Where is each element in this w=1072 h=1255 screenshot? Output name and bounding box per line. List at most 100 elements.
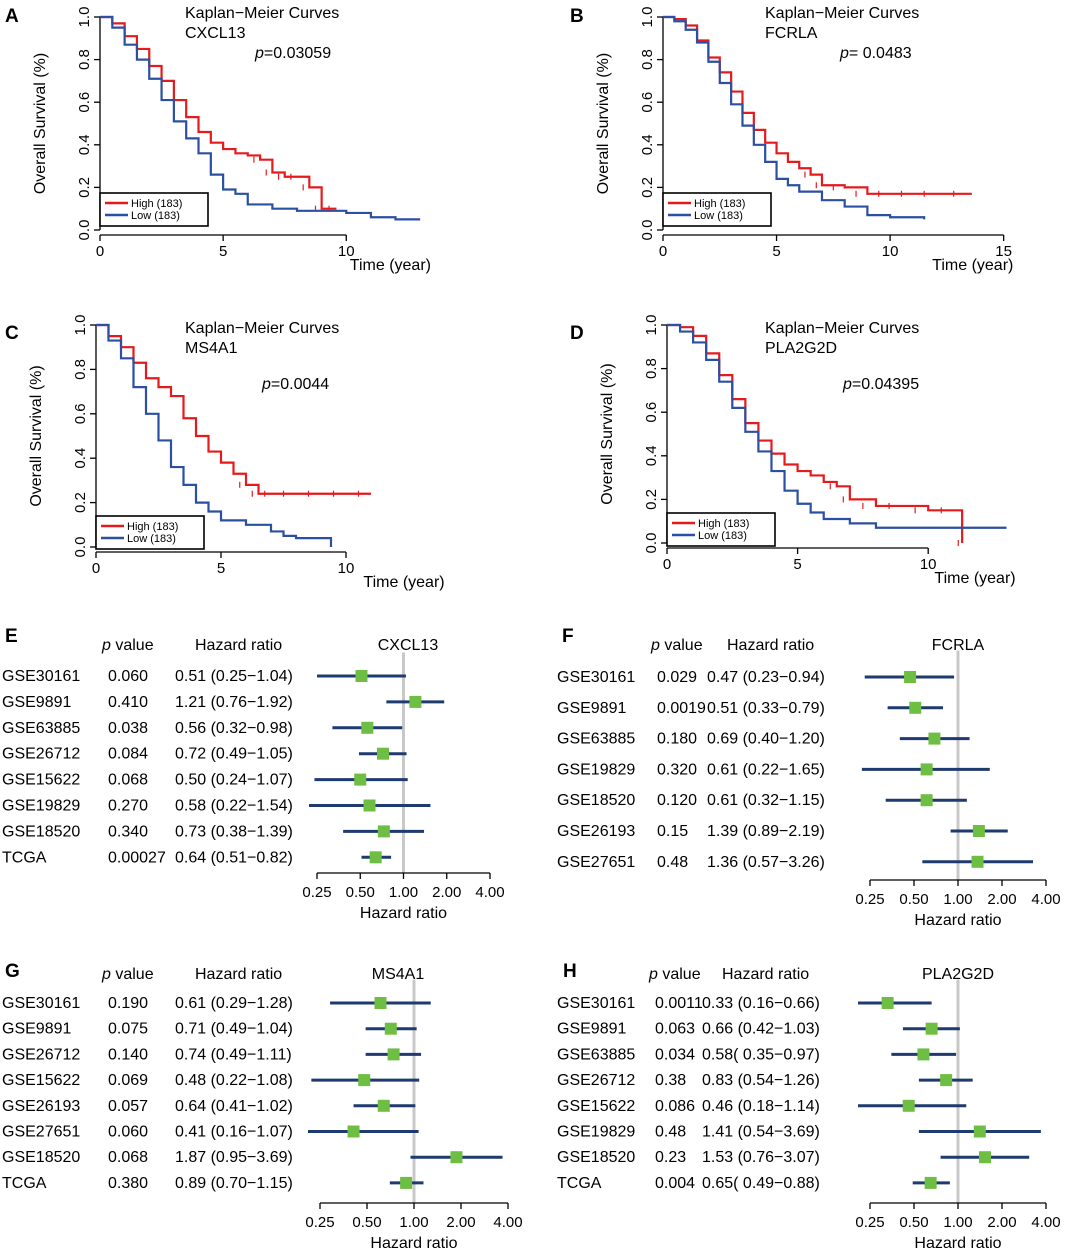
hazard-ratio-point [409, 695, 422, 708]
x-tick-label: 2.00 [432, 884, 461, 901]
legend-label: Low (183) [694, 210, 743, 222]
dataset-label: TCGA [2, 849, 47, 866]
p-value: 0.084 [108, 746, 148, 763]
dataset-label: GSE19829 [2, 798, 80, 815]
dataset-label: GSE26193 [557, 823, 635, 840]
legend-label: High (183) [698, 518, 749, 530]
forest-row: GSE15622 0.086 0.46 (0.18−1.14) [557, 1098, 967, 1115]
hazard-ratio-text: 1.87 (0.95−3.69) [175, 1149, 293, 1166]
p-value-header: p value [101, 966, 154, 983]
p-value: 0.0019 [657, 700, 706, 717]
dataset-label: GSE63885 [557, 731, 635, 748]
hazard-ratio-text: 0.83 (0.54−1.26) [702, 1072, 820, 1089]
hazard-ratio-text: 0.64 (0.41−1.02) [175, 1098, 293, 1115]
p-value-label: p=0.03059 [254, 45, 331, 62]
forest-row: TCGA 0.380 0.89 (0.70−1.15) [2, 1175, 424, 1192]
hazard-ratio-point [925, 1022, 938, 1035]
y-tick-label: 0.2 [639, 177, 656, 198]
hazard-ratio-text: 0.65( 0.49−0.88) [702, 1175, 820, 1192]
km-panel-C: C 0 5 10 0.0 0.2 0.4 0.6 0.8 1.0 Overall Survival … [5, 315, 445, 591]
hazard-ratio-point [920, 794, 933, 807]
y-tick-label: 0.4 [72, 448, 89, 469]
gene-name: CXCL13 [185, 25, 246, 42]
y-tick-label: 0.2 [72, 492, 89, 513]
panel-letter: G [5, 961, 20, 982]
p-value-label: p=0.0044 [261, 376, 329, 393]
forest-row: GSE26712 0.140 0.74 (0.49−1.11) [2, 1046, 422, 1063]
x-axis-label: Hazard ratio [914, 912, 1001, 929]
forest-row: GSE9891 0.063 0.66 (0.42−1.03) [557, 1021, 960, 1038]
hazard-ratio-point [347, 1125, 360, 1138]
dataset-label: GSE18520 [2, 823, 80, 840]
x-tick-label: 0.25 [305, 1214, 334, 1231]
hazard-ratio-text: 1.21 (0.76−1.92) [175, 694, 293, 711]
y-tick-label: 1.0 [72, 315, 89, 336]
hazard-ratio-point [387, 1048, 400, 1061]
x-tick-label: 4.00 [493, 1214, 522, 1231]
p-value-header: p value [101, 637, 154, 654]
dataset-label: GSE27651 [2, 1124, 80, 1141]
hazard-ratio-text: 0.46 (0.18−1.14) [702, 1098, 820, 1115]
y-tick-label: 1.0 [643, 315, 660, 336]
dataset-label: GSE9891 [2, 1021, 71, 1038]
hazard-ratio-text: 0.58 (0.22−1.54) [175, 798, 293, 815]
hazard-ratio-point [377, 1099, 390, 1112]
hazard-ratio-header: Hazard ratio [727, 637, 814, 654]
hazard-ratio-text: 1.53 (0.76−3.07) [702, 1149, 820, 1166]
y-tick-label: 0.6 [72, 403, 89, 424]
gene-name: CXCL13 [378, 637, 439, 654]
panel-letter: B [570, 6, 584, 27]
hazard-ratio-text: 0.47 (0.23−0.94) [707, 669, 825, 686]
hazard-ratio-text: 0.56 (0.32−0.98) [175, 720, 293, 737]
p-value-header: p value [648, 966, 701, 983]
hazard-ratio-point [881, 997, 894, 1009]
hazard-ratio-point [902, 1099, 915, 1112]
hazard-ratio-point [384, 1022, 397, 1035]
hazard-ratio-text: 0.66 (0.42−1.03) [702, 1021, 820, 1038]
chart-title: Kaplan−Meier Curves [765, 320, 919, 337]
x-axis-label: Time (year) [350, 257, 431, 274]
p-value: 0.140 [108, 1046, 148, 1063]
gene-name: FCRLA [932, 637, 985, 654]
x-axis-label: Time (year) [934, 570, 1015, 587]
y-axis-label: Overall Survival (%) [595, 53, 612, 194]
hazard-ratio-point [928, 732, 941, 745]
dataset-label: GSE63885 [2, 720, 80, 737]
hazard-ratio-point [374, 997, 387, 1009]
x-tick-label: 2.00 [987, 891, 1016, 908]
y-tick-label: 0.2 [76, 177, 93, 198]
hazard-ratio-text: 0.48 (0.22−1.08) [175, 1072, 293, 1089]
p-value-label: p= 0.0483 [839, 45, 912, 62]
legend-box [662, 192, 772, 227]
p-value: 0.034 [655, 1046, 695, 1063]
legend-label: Low (183) [127, 533, 176, 545]
dataset-label: GSE18520 [2, 1149, 80, 1166]
x-tick-label: 1.00 [943, 891, 972, 908]
y-tick-label: 0.4 [76, 134, 93, 155]
dataset-label: GSE30161 [557, 669, 635, 686]
y-tick-label: 0.0 [643, 533, 660, 554]
p-value: 0.068 [108, 772, 148, 789]
hazard-ratio-point [363, 799, 376, 812]
forest-row: GSE63885 0.180 0.69 (0.40−1.20) [557, 731, 970, 748]
panel-letter: F [562, 626, 574, 647]
y-tick-label: 0.8 [639, 49, 656, 70]
chart-title: Kaplan−Meier Curves [185, 320, 339, 337]
series-line-high [667, 323, 964, 543]
forest-row: GSE30161 0.029 0.47 (0.23−0.94) [557, 669, 955, 686]
forest-row: GSE19829 0.270 0.58 (0.22−1.54) [2, 798, 431, 815]
legend-label: High (183) [127, 521, 178, 533]
p-value: 0.15 [657, 823, 688, 840]
p-value: 0.48 [657, 854, 688, 871]
km-panel-B: B 0 5 10 15 0.0 0.2 0.4 0.6 0.8 1.0 Overall Surviva… [570, 5, 1013, 274]
x-tick-label: 5 [772, 243, 780, 260]
hazard-ratio-point [978, 1151, 991, 1164]
forest-row: GSE63885 0.034 0.58( 0.35−0.97) [557, 1046, 957, 1063]
dataset-label: GSE19829 [557, 1124, 635, 1141]
p-value: 0.069 [108, 1072, 148, 1089]
legend: High (183)Low (183) [666, 512, 776, 547]
gene-name: PLA2G2D [765, 340, 837, 357]
x-tick-label: 1.00 [399, 1214, 428, 1231]
